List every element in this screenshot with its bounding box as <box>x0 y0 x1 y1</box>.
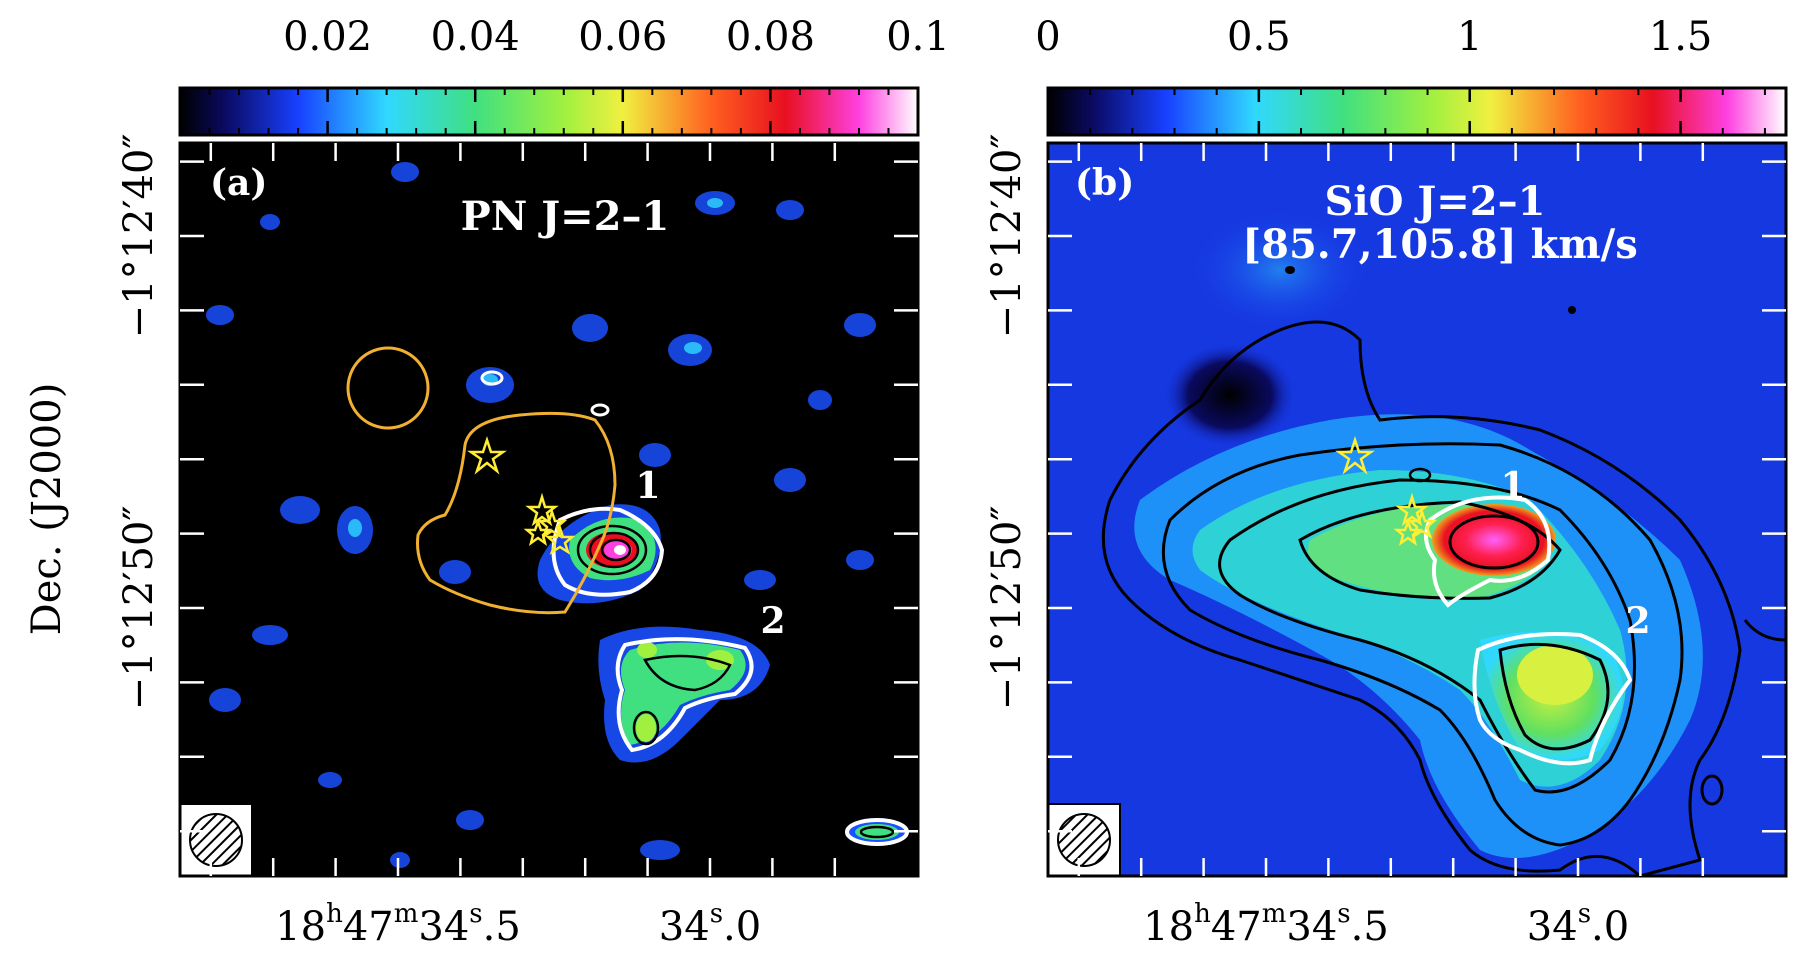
colorbar-b-tick-label: 0.5 <box>1227 14 1291 60</box>
map-a-emission <box>180 162 909 876</box>
orange-circle <box>346 346 430 430</box>
map-b-ticks: 18h47m34s.5 34s.0 −1°12′40″ −1°12′50″ <box>984 134 1786 950</box>
map-b-x-tick-label: 34s.0 <box>1527 899 1629 950</box>
colorbar-b-frame <box>1046 86 1788 137</box>
map-a-x-tick-label: 18h47m34s.5 <box>275 899 521 950</box>
map-b-y-tick-label: −1°12′40″ <box>984 134 1030 339</box>
panel-a: 0.02 0.04 0.06 0.08 0.1 <box>116 14 950 950</box>
region-label-b-2: 2 <box>1625 600 1650 642</box>
colorbar-b-gradient <box>1048 88 1786 135</box>
colorbar-b-tick-label: 1 <box>1457 14 1482 60</box>
map-b-y-tick-label: −1°12′50″ <box>984 506 1030 711</box>
region-label-b-1: 1 <box>1500 465 1525 507</box>
map-b-emission <box>1048 210 1786 876</box>
panel-title-a: PN J=2–1 <box>461 193 670 240</box>
hatched-ellipse-icon <box>189 813 243 867</box>
panel-b: 0 0.5 1 1.5 <box>984 14 1788 950</box>
colorbar-a-tick-label: 0.1 <box>886 14 950 60</box>
hatched-ellipse-icon <box>1057 813 1111 867</box>
colorbar-b: 0 0.5 1 1.5 <box>1035 14 1788 137</box>
map-a-y-tick-label: −1°12′40″ <box>116 134 162 339</box>
colorbar-b-ticks: 0 0.5 1 1.5 <box>1035 14 1766 135</box>
panel-label-a: (a) <box>210 162 267 204</box>
region-label-a-1: 1 <box>635 465 660 507</box>
map-b-frame <box>1046 141 1788 878</box>
panel-label-b: (b) <box>1075 162 1134 204</box>
colorbar-a-frame <box>178 86 920 137</box>
colorbar-a-tick-label: 0.06 <box>578 14 667 60</box>
colorbar-a: 0.02 0.04 0.06 0.08 0.1 <box>178 14 950 137</box>
colorbar-a-tick-label: 0.04 <box>431 14 520 60</box>
panel-title-b: SiO J=2–1 <box>1325 178 1546 225</box>
colorbar-a-tick-label: 0.08 <box>726 14 815 60</box>
map-b-x-tick-label: 18h47m34s.5 <box>1143 899 1389 950</box>
star-markers-a <box>467 436 576 555</box>
star-markers-b <box>1335 436 1438 546</box>
panel-subtitle-b: [85.7,105.8] km/s <box>1242 221 1638 268</box>
colorbar-b-tick-label: 1.5 <box>1649 14 1713 60</box>
map-a-ticks: 18h47m34s.5 34s.0 −1°12′40″ −1°12′50″ <box>116 134 918 950</box>
colorbar-a-gradient <box>180 88 918 135</box>
colorbar-b-tick-label: 0 <box>1035 14 1060 60</box>
colorbar-a-tick-label: 0.02 <box>283 14 372 60</box>
map-a-x-tick-label: 34s.0 <box>659 899 761 950</box>
map-a-y-tick-label: −1°12′50″ <box>116 506 162 711</box>
region-label-a-2: 2 <box>760 600 785 642</box>
orange-outline-region <box>416 411 617 615</box>
map-a-frame <box>178 141 920 878</box>
colorbar-a-ticks: 0.02 0.04 0.06 0.08 0.1 <box>179 14 950 135</box>
y-axis-title: Dec. (J2000) <box>24 383 70 636</box>
